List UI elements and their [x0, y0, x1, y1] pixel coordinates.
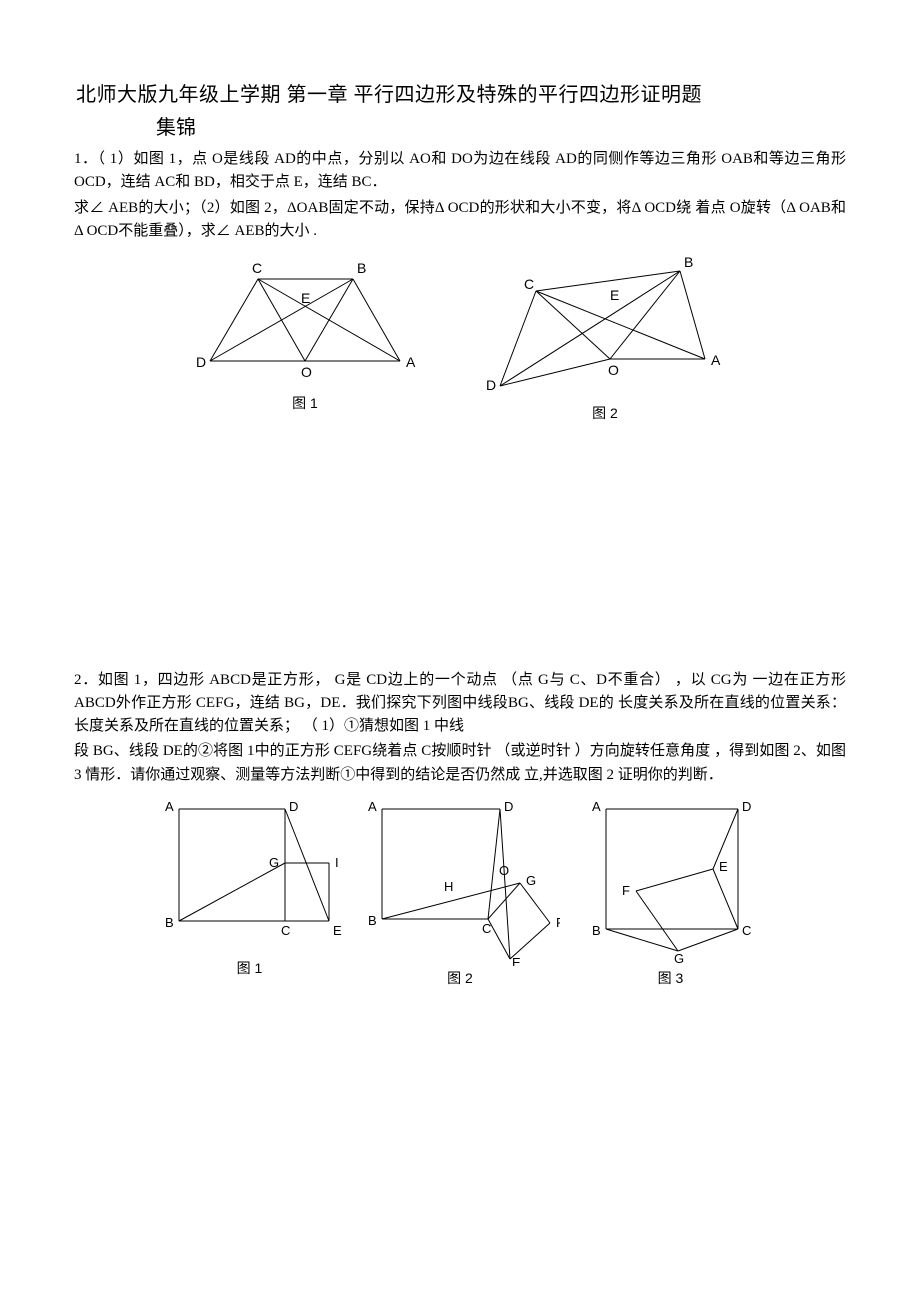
- figure-p2-3-col: A D B C E F G 图 3: [578, 791, 763, 990]
- svg-text:C: C: [482, 921, 491, 936]
- svg-text:B: B: [368, 913, 377, 928]
- doc-title: 北师大版九年级上学期 第一章 平行四边形及特殊的平行四边形证明题: [74, 80, 846, 111]
- figure-p2-2-label: 图 2: [360, 968, 560, 990]
- figure-row-2: A D B C G I E 图 1 A D B C G E F O H 图 2 A D B C E F G 图 3: [74, 791, 846, 990]
- svg-text:A: A: [406, 354, 416, 370]
- svg-text:G: G: [526, 873, 536, 888]
- svg-text:C: C: [252, 260, 262, 276]
- svg-text:O: O: [608, 362, 619, 378]
- svg-text:A: A: [165, 799, 174, 814]
- svg-text:H: H: [444, 879, 453, 894]
- svg-text:I: I: [335, 855, 339, 870]
- figure-2-col: D O A C B E 图 2: [480, 251, 730, 425]
- svg-text:G: G: [269, 855, 279, 870]
- figure-row-1: D O A C B E 图 1 D O A C B E 图 2: [74, 251, 846, 425]
- figure-2-svg: D O A C B E: [480, 251, 730, 401]
- figure-p2-3-label: 图 3: [578, 968, 763, 990]
- svg-text:E: E: [610, 287, 619, 303]
- figure-p2-1-label: 图 1: [157, 958, 342, 980]
- svg-text:A: A: [592, 799, 601, 814]
- svg-text:O: O: [499, 863, 509, 878]
- figure-p2-3-svg: A D B C E F G: [578, 791, 763, 966]
- svg-text:F: F: [556, 915, 560, 930]
- svg-text:B: B: [357, 260, 366, 276]
- svg-text:E: E: [719, 859, 728, 874]
- figure-p2-1-svg: A D B C G I E: [157, 791, 342, 956]
- spacer: [74, 429, 846, 669]
- problem-1-p2: 求∠ AEB的大小；（2）如图 2，ΔOAB固定不动，保持Δ OCD的形状和大小…: [74, 197, 846, 244]
- figure-p2-1-col: A D B C G I E 图 1: [157, 791, 342, 990]
- svg-text:C: C: [281, 923, 290, 938]
- figure-1-label: 图 1: [190, 393, 420, 415]
- svg-text:D: D: [196, 354, 206, 370]
- svg-text:G: G: [674, 951, 684, 966]
- svg-text:C: C: [524, 276, 534, 292]
- svg-text:D: D: [504, 799, 513, 814]
- problem-2-p1: 2．如图 1，四边形 ABCD是正方形， G是 CD边上的一个动点 （点 G与 …: [74, 669, 846, 739]
- svg-text:E: E: [512, 955, 521, 966]
- svg-text:A: A: [368, 799, 377, 814]
- figure-1-col: D O A C B E 图 1: [190, 251, 420, 425]
- svg-text:B: B: [592, 923, 601, 938]
- svg-text:D: D: [289, 799, 298, 814]
- svg-text:O: O: [301, 364, 312, 380]
- svg-text:E: E: [301, 290, 310, 306]
- problem-1-p1: 1．（ 1）如图 1，点 O是线段 AD的中点，分别以 AO和 DO为边在线段 …: [74, 148, 846, 195]
- svg-text:E: E: [333, 923, 342, 938]
- figure-p2-2-svg: A D B C G E F O H: [360, 791, 560, 966]
- svg-text:D: D: [742, 799, 751, 814]
- doc-subtitle: 集锦: [74, 113, 846, 144]
- svg-text:B: B: [165, 915, 174, 930]
- svg-text:C: C: [742, 923, 751, 938]
- problem-2-p2: 段 BG、线段 DE的②将图 1中的正方形 CEFG绕着点 C按顺时针 （或逆时…: [74, 740, 846, 787]
- svg-text:A: A: [711, 352, 721, 368]
- svg-text:D: D: [486, 377, 496, 393]
- figure-p2-2-col: A D B C G E F O H 图 2: [360, 791, 560, 990]
- svg-text:B: B: [684, 254, 693, 270]
- figure-2-label: 图 2: [480, 403, 730, 425]
- svg-text:F: F: [622, 883, 630, 898]
- figure-1-svg: D O A C B E: [190, 251, 420, 391]
